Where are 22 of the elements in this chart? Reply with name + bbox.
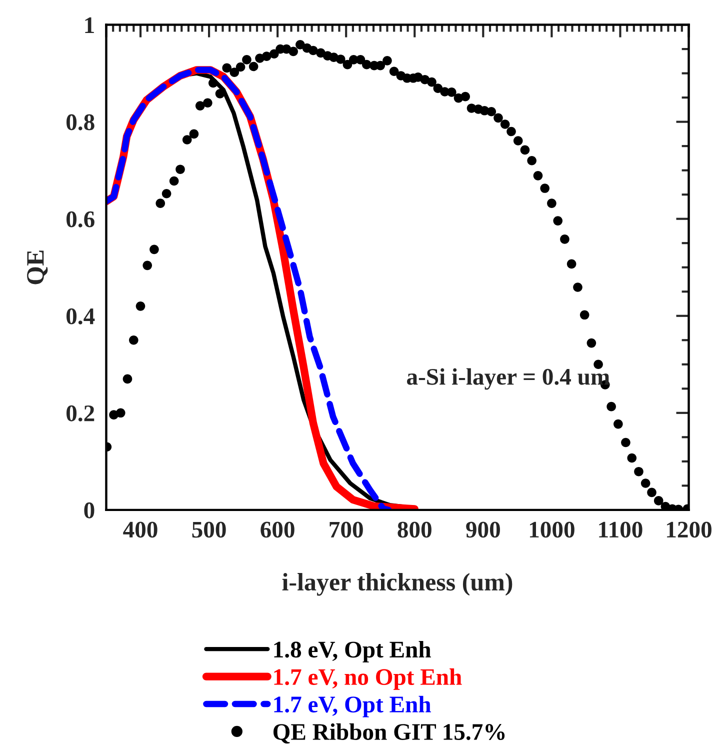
x-tick-label: 600: [260, 522, 294, 538]
y-axis-title: QE: [27, 250, 48, 284]
y-tick-label: 1: [85, 17, 94, 33]
legend-label: 1.8 eV, Opt Enh: [274, 640, 431, 662]
x-tick-label: 1000: [530, 522, 574, 538]
y-tick-label: 0.4: [66, 308, 95, 324]
x-axis-title: i-layer thickness (um): [282, 573, 512, 596]
x-tick-label: 800: [398, 522, 432, 538]
x-tick-label: 400: [123, 522, 158, 538]
x-tick-label: 500: [192, 522, 226, 538]
y-tick-label: 0.6: [66, 211, 94, 228]
legend-label: 1.7 eV, Opt Enh: [274, 696, 431, 718]
x-tick-label: 900: [466, 522, 500, 538]
y-tick-label: 0.8: [66, 114, 94, 130]
legend-label: 1.7 eV, no Opt Enh: [274, 668, 462, 690]
annotation: a-Si i-layer = 0.4 um: [407, 368, 610, 390]
x-tick-label: 1200: [667, 522, 712, 538]
legend-label: QE Ribbon GIT 15.7%: [273, 723, 505, 744]
y-tick-label: 0: [84, 502, 94, 518]
x-tick-label: 700: [330, 522, 363, 538]
x-tick-label: 1100: [599, 522, 642, 538]
y-tick-label: 0.2: [66, 405, 94, 422]
